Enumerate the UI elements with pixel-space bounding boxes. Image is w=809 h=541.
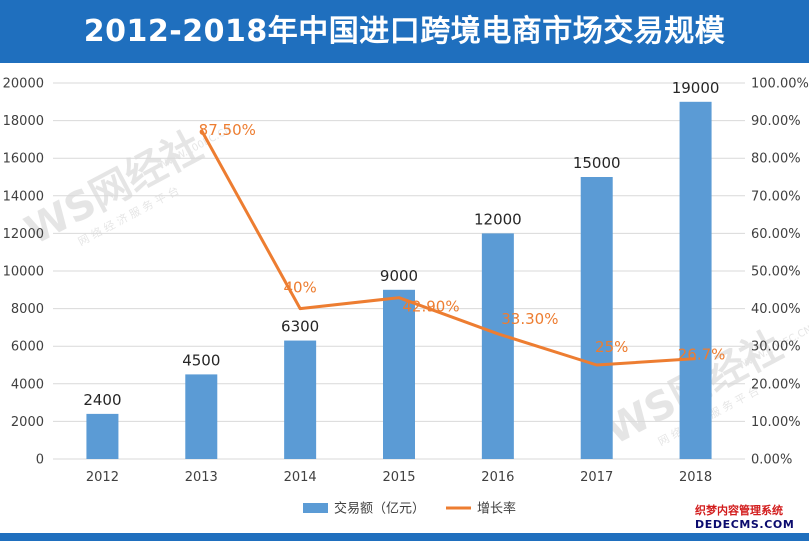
y-left-tick-label: 8000 (11, 302, 44, 317)
data-labels: 2400 4500 6300 9000 12000 15000 19000 87.50% 40%… (83, 79, 725, 409)
line-value-label: 42.90% (402, 298, 459, 316)
legend-bar-label: 交易额（亿元） (334, 501, 425, 517)
bar (383, 289, 415, 459)
line-value-label: 40% (283, 279, 316, 297)
y-right-tick-label: 60.00% (751, 227, 801, 242)
growth-rate-line (199, 129, 696, 367)
bar-value-label: 15000 (573, 154, 621, 172)
bar-value-label: 6300 (281, 318, 319, 336)
y-left-tick-label: 4000 (11, 377, 44, 392)
y-left-tick-label: 0 (36, 453, 44, 468)
chart-title: 2012-2018年中国进口跨境电商市场交易规模 (83, 14, 726, 49)
line-value-label: 25% (595, 338, 628, 356)
bar-value-label: 4500 (182, 351, 220, 369)
y-right-tick-label: 30.00% (751, 340, 801, 355)
line-value-label: 26.7% (678, 346, 726, 364)
bar (679, 101, 712, 460)
bar-series (86, 101, 712, 460)
legend: 交易额（亿元） 增长率 (303, 501, 516, 517)
y-left-tick-label: 12000 (3, 227, 44, 242)
y-left-tick-label: 14000 (3, 189, 44, 204)
corner-watermark-line1: 织梦内容管理系统 (695, 504, 783, 517)
bar (86, 413, 119, 459)
line-value-label: 87.50% (199, 121, 256, 139)
y-right-tick-label: 80.00% (751, 152, 801, 167)
x-tick-label: 2016 (481, 470, 514, 485)
y-right-tick-label: 20.00% (751, 377, 801, 392)
y-left-tick-label: 10000 (3, 265, 44, 280)
axes: 0 2000 4000 6000 8000 10000 12000 14000 16000 180… (3, 77, 809, 486)
bar-value-label: 12000 (474, 210, 522, 228)
y-right-tick-label: 0.00% (751, 453, 792, 468)
bar (284, 340, 317, 459)
x-tick-label: 2015 (382, 470, 415, 485)
line-value-label: 33.30% (501, 310, 558, 328)
legend-line-label: 增长率 (477, 501, 516, 517)
y-right-tick-label: 10.00% (751, 415, 801, 430)
y-left-tick-label: 20000 (3, 77, 44, 92)
x-tick-label: 2012 (86, 470, 119, 485)
footer-bar (0, 533, 809, 541)
x-tick-label: 2013 (185, 470, 218, 485)
bar (185, 374, 218, 459)
x-tick-label: 2018 (679, 470, 712, 485)
y-left-tick-label: 2000 (11, 415, 44, 430)
y-left-tick-label: 6000 (11, 340, 44, 355)
y-left-tick-label: 18000 (3, 114, 44, 129)
legend-bar-swatch (303, 503, 328, 513)
y-right-tick-label: 100.00% (751, 77, 809, 92)
bar-value-label: 19000 (672, 79, 720, 97)
bar (481, 233, 514, 459)
watermark-logo: WS网经社 (18, 123, 210, 254)
title-banner: 2012-2018年中国进口跨境电商市场交易规模 (0, 0, 809, 63)
bar-value-label: 2400 (83, 391, 121, 409)
corner-watermark: 织梦内容管理系统 DEDECMS.COM (695, 504, 803, 532)
y-right-tick-label: 50.00% (751, 265, 801, 280)
x-tick-label: 2014 (284, 470, 317, 485)
bar-value-label: 9000 (380, 267, 418, 285)
bar (580, 177, 613, 459)
corner-watermark-line2: DEDECMS.COM (695, 518, 795, 531)
y-left-tick-label: 16000 (3, 152, 44, 167)
y-right-tick-label: 70.00% (751, 189, 801, 204)
y-right-tick-label: 40.00% (751, 302, 801, 317)
line-series (199, 129, 696, 367)
x-tick-label: 2017 (580, 470, 613, 485)
y-right-tick-label: 90.00% (751, 114, 801, 129)
